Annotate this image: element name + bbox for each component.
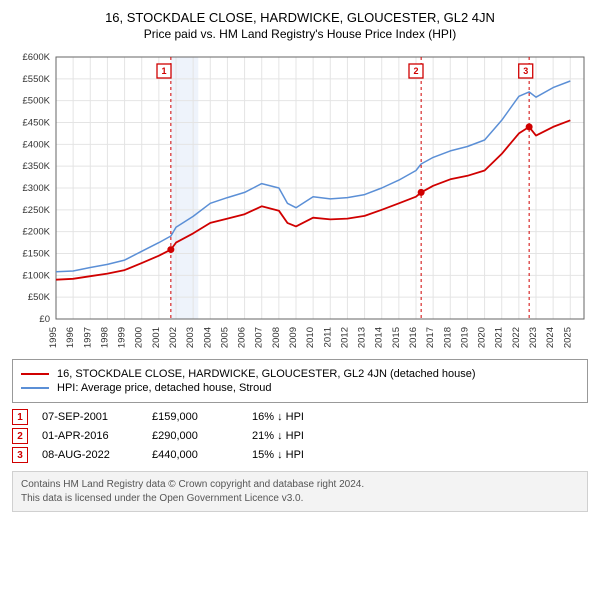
svg-text:£550K: £550K bbox=[23, 74, 51, 85]
transaction-marker: 2 bbox=[12, 428, 28, 444]
svg-text:2006: 2006 bbox=[237, 327, 248, 348]
svg-text:2025: 2025 bbox=[562, 327, 573, 348]
page-subtitle: Price paid vs. HM Land Registry's House … bbox=[8, 27, 592, 41]
transaction-pct: 21% ↓ HPI bbox=[252, 430, 342, 442]
legend-item: 16, STOCKDALE CLOSE, HARDWICKE, GLOUCEST… bbox=[21, 368, 579, 380]
svg-text:2014: 2014 bbox=[374, 327, 385, 348]
svg-text:2004: 2004 bbox=[202, 327, 213, 348]
legend-item: HPI: Average price, detached house, Stro… bbox=[21, 382, 579, 394]
svg-text:2016: 2016 bbox=[408, 327, 419, 348]
svg-text:1: 1 bbox=[161, 66, 166, 76]
svg-text:2018: 2018 bbox=[442, 327, 453, 348]
svg-text:2008: 2008 bbox=[271, 327, 282, 348]
legend-label: 16, STOCKDALE CLOSE, HARDWICKE, GLOUCEST… bbox=[57, 368, 476, 380]
svg-text:2012: 2012 bbox=[339, 327, 350, 348]
svg-text:£250K: £250K bbox=[23, 205, 51, 216]
svg-text:1995: 1995 bbox=[48, 327, 59, 348]
transaction-table: 1 07-SEP-2001£159,00016% ↓ HPI 2 01-APR-201… bbox=[12, 409, 588, 463]
legend-swatch bbox=[21, 387, 49, 389]
transaction-row: 1 07-SEP-2001£159,00016% ↓ HPI bbox=[12, 409, 588, 425]
transaction-pct: 15% ↓ HPI bbox=[252, 449, 342, 461]
footnote-line: Contains HM Land Registry data © Crown c… bbox=[21, 478, 579, 492]
svg-text:£350K: £350K bbox=[23, 161, 51, 172]
legend-label: HPI: Average price, detached house, Stro… bbox=[57, 382, 271, 394]
svg-text:£500K: £500K bbox=[23, 96, 51, 107]
transaction-price: £440,000 bbox=[152, 449, 252, 461]
svg-text:£600K: £600K bbox=[23, 52, 51, 63]
svg-text:£150K: £150K bbox=[23, 249, 51, 260]
svg-text:£400K: £400K bbox=[23, 139, 51, 150]
svg-text:£100K: £100K bbox=[23, 270, 51, 281]
svg-text:2021: 2021 bbox=[494, 327, 505, 348]
transaction-date: 07-SEP-2001 bbox=[42, 411, 152, 423]
price-chart: £0 £50K £100K £150K £200K £250K £300K £350K £400… bbox=[8, 49, 592, 349]
legend: 16, STOCKDALE CLOSE, HARDWICKE, GLOUCEST… bbox=[12, 359, 588, 403]
svg-text:2: 2 bbox=[413, 66, 418, 76]
transaction-price: £290,000 bbox=[152, 430, 252, 442]
svg-text:2009: 2009 bbox=[288, 327, 299, 348]
svg-text:1996: 1996 bbox=[65, 327, 76, 348]
svg-text:£450K: £450K bbox=[23, 118, 51, 129]
svg-text:1999: 1999 bbox=[117, 327, 128, 348]
svg-text:2022: 2022 bbox=[511, 327, 522, 348]
svg-text:£200K: £200K bbox=[23, 227, 51, 238]
svg-text:2017: 2017 bbox=[425, 327, 436, 348]
transaction-pct: 16% ↓ HPI bbox=[252, 411, 342, 423]
svg-text:2013: 2013 bbox=[357, 327, 368, 348]
svg-text:2020: 2020 bbox=[477, 327, 488, 348]
transaction-date: 08-AUG-2022 bbox=[42, 449, 152, 461]
svg-text:2010: 2010 bbox=[305, 327, 316, 348]
svg-text:2019: 2019 bbox=[459, 327, 470, 348]
svg-text:2001: 2001 bbox=[151, 327, 162, 348]
svg-text:£0: £0 bbox=[39, 314, 50, 325]
svg-text:2007: 2007 bbox=[254, 327, 265, 348]
transaction-date: 01-APR-2016 bbox=[42, 430, 152, 442]
svg-text:2023: 2023 bbox=[528, 327, 539, 348]
svg-text:1998: 1998 bbox=[99, 327, 110, 348]
svg-text:2003: 2003 bbox=[185, 327, 196, 348]
svg-text:1997: 1997 bbox=[82, 327, 93, 348]
transaction-marker: 3 bbox=[12, 447, 28, 463]
svg-text:2005: 2005 bbox=[219, 327, 230, 348]
page-title: 16, STOCKDALE CLOSE, HARDWICKE, GLOUCEST… bbox=[8, 10, 592, 25]
transaction-marker: 1 bbox=[12, 409, 28, 425]
legend-swatch bbox=[21, 373, 49, 375]
footnote-line: This data is licensed under the Open Gov… bbox=[21, 492, 579, 506]
footnote: Contains HM Land Registry data © Crown c… bbox=[12, 471, 588, 512]
chart-svg: £0 £50K £100K £150K £200K £250K £300K £350K £400… bbox=[8, 49, 592, 349]
svg-text:2000: 2000 bbox=[134, 327, 145, 348]
svg-text:2015: 2015 bbox=[391, 327, 402, 348]
svg-text:2024: 2024 bbox=[545, 327, 556, 348]
svg-text:2002: 2002 bbox=[168, 327, 179, 348]
transaction-price: £159,000 bbox=[152, 411, 252, 423]
transaction-row: 3 08-AUG-2022£440,00015% ↓ HPI bbox=[12, 447, 588, 463]
svg-text:£300K: £300K bbox=[23, 183, 51, 194]
svg-text:2011: 2011 bbox=[322, 327, 333, 347]
svg-text:£50K: £50K bbox=[28, 292, 51, 303]
transaction-row: 2 01-APR-2016£290,00021% ↓ HPI bbox=[12, 428, 588, 444]
svg-text:3: 3 bbox=[523, 66, 528, 76]
